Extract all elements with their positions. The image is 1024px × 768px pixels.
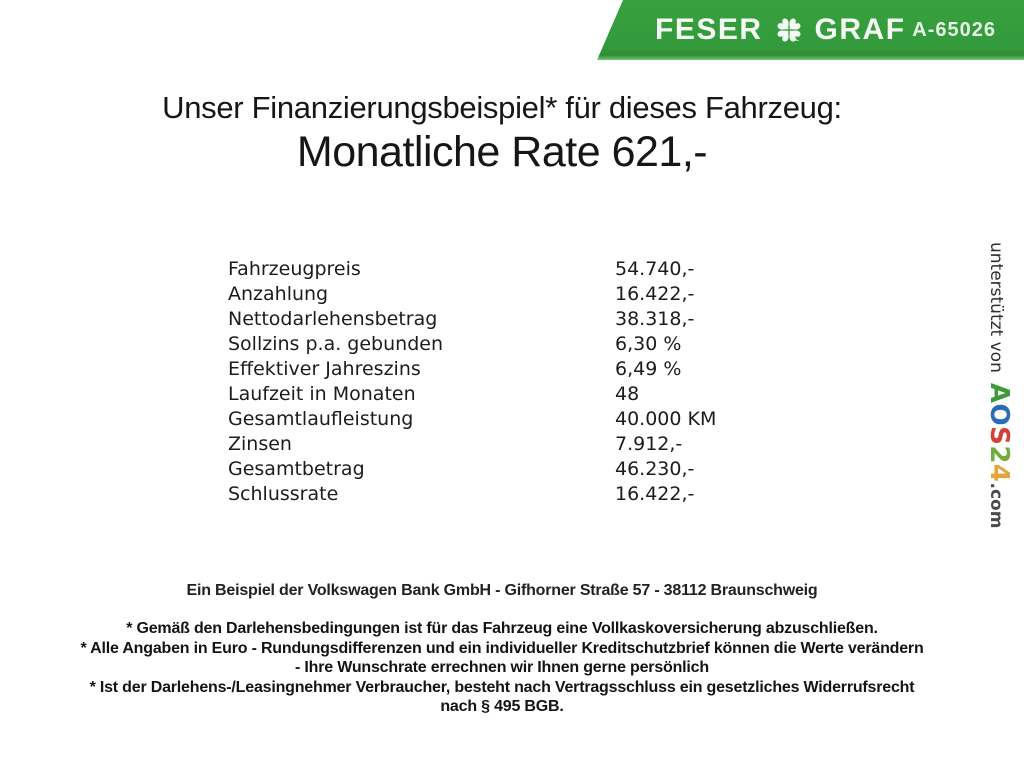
finance-label: Gesamtbetrag <box>228 458 365 480</box>
finance-value: 6,30 % <box>615 333 682 355</box>
footnote-line: * Alle Angaben in Euro - Rundungsdiffere… <box>80 639 924 657</box>
supported-by-label: unterstützt von <box>986 242 1006 373</box>
brand-word-feser: FESER <box>655 13 763 46</box>
aos24-domain-suffix: .com <box>986 482 1006 529</box>
finance-label: Nettodarlehensbetrag <box>228 308 438 330</box>
bank-info-line: Ein Beispiel der Volkswagen Bank GmbH - … <box>186 582 818 599</box>
footnote-line: * Ist der Darlehens-/Leasingnehmer Verbr… <box>89 678 915 696</box>
brand-word-graf: GRAF <box>814 13 906 46</box>
supported-by-sidebar: unterstützt von AOS24 .com <box>984 242 1014 528</box>
finance-value: 16.422,- <box>615 283 695 305</box>
finance-label: Anzahlung <box>228 283 329 305</box>
finance-label: Zinsen <box>228 433 292 455</box>
financing-example-title: Unser Finanzierungsbeispiel* für dieses … <box>162 90 842 125</box>
finance-value: 7.912,- <box>615 433 683 455</box>
finance-row: Schlussrate 16.422,- <box>228 482 768 507</box>
finance-value: 40.000 KM <box>615 408 717 430</box>
finance-row: Anzahlung 16.422,- <box>228 282 768 307</box>
finance-value: 6,49 % <box>615 358 682 380</box>
finance-value: 46.230,- <box>615 458 695 480</box>
clover-icon <box>777 18 801 42</box>
finance-row: Gesamtbetrag 46.230,- <box>228 457 768 482</box>
finance-value: 38.318,- <box>615 308 695 330</box>
finance-label: Effektiver Jahreszins <box>228 358 421 380</box>
vehicle-ref-number: A-65026 <box>912 18 996 41</box>
finance-label: Laufzeit in Monaten <box>228 383 416 405</box>
footnote-line: - Ihre Wunschrate errechnen wir Ihnen ge… <box>295 659 709 676</box>
brand-logo: FESER GRAF <box>655 13 906 47</box>
finance-row: Fahrzeugpreis 54.740,- <box>228 257 768 282</box>
finance-row: Effektiver Jahreszins 6,49 % <box>228 357 768 382</box>
finance-row: Nettodarlehensbetrag 38.318,- <box>228 307 768 332</box>
brand-banner: FESER GRAF <box>597 0 1024 60</box>
finance-row: Laufzeit in Monaten 48 <box>228 382 768 407</box>
aos24-letter: S <box>984 426 1014 446</box>
aos24-logo: AOS24 <box>984 383 1014 483</box>
aos24-letter: 2 <box>984 445 1014 464</box>
footnotes: * Gemäß den Darlehensbedingungen ist für… <box>0 619 1004 717</box>
finance-row: Sollzins p.a. gebunden 6,30 % <box>228 332 768 357</box>
finance-label: Fahrzeugpreis <box>228 258 361 280</box>
finance-value: 54.740,- <box>615 258 695 280</box>
finance-value: 16.422,- <box>615 483 695 505</box>
aos24-letter: O <box>984 403 1014 427</box>
finance-value: 48 <box>615 383 640 405</box>
headline-block: Unser Finanzierungsbeispiel* für dieses … <box>0 90 1004 177</box>
aos24-letter: 4 <box>984 463 1014 483</box>
finance-row: Gesamtlaufleistung 40.000 KM <box>228 407 768 432</box>
monthly-rate-title: Monatliche Rate 621,- <box>296 128 708 176</box>
finance-label: Sollzins p.a. gebunden <box>228 333 443 355</box>
aos24-letter: A <box>984 382 1014 404</box>
finance-table: Fahrzeugpreis 54.740,- Anzahlung 16.422,- Ne… <box>228 257 768 507</box>
footnote-line: * Gemäß den Darlehensbedingungen ist für… <box>126 620 878 637</box>
finance-label: Gesamtlaufleistung <box>228 408 414 430</box>
finance-row: Zinsen 7.912,- <box>228 432 768 457</box>
finance-label: Schlussrate <box>228 483 339 505</box>
footnote-line: nach § 495 BGB. <box>440 698 564 715</box>
